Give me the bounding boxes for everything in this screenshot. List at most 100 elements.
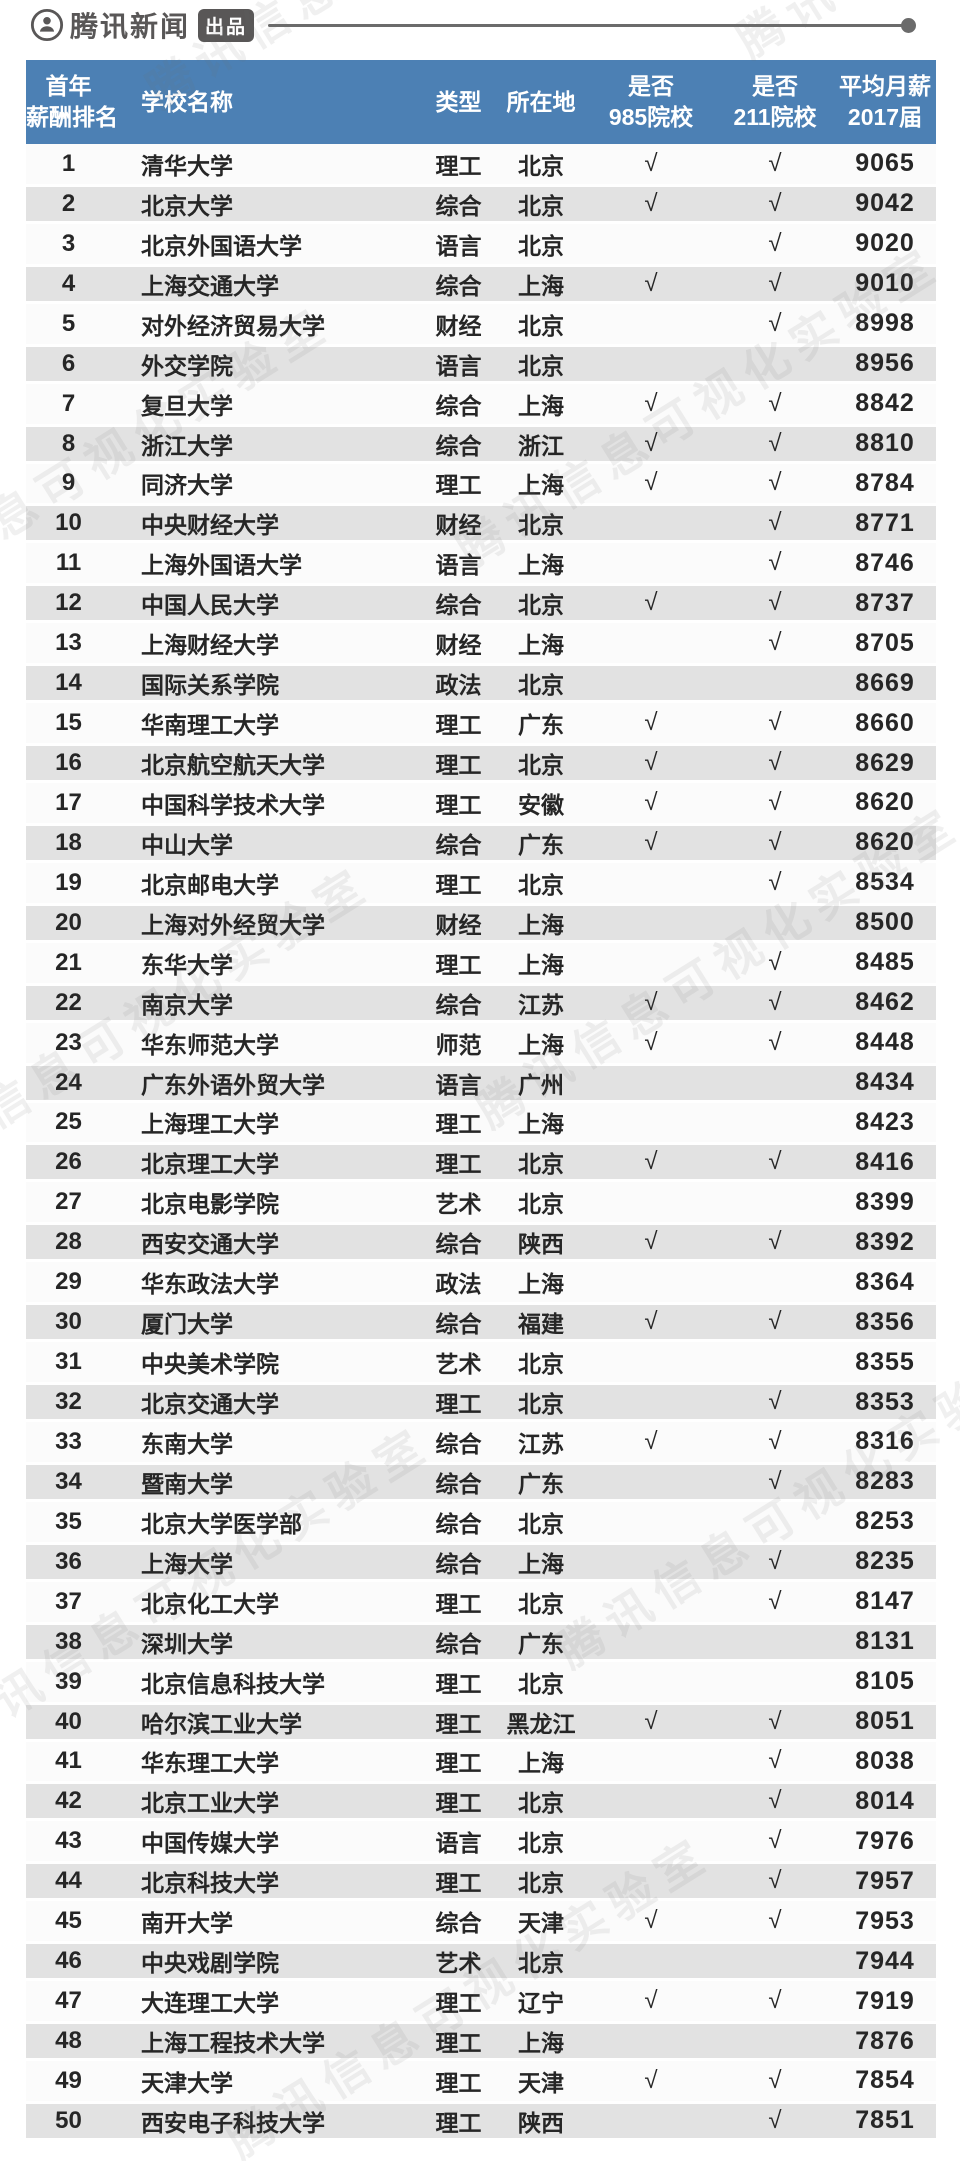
is985-cell <box>586 1102 716 1143</box>
location-cell: 安徽 <box>496 783 586 823</box>
type-cell: 理工 <box>421 703 496 743</box>
location-cell: 北京 <box>496 1342 586 1382</box>
table-row: 45 南开大学 综合 天津 √ √ 7953 <box>26 1901 936 1942</box>
is985-cell <box>586 1182 716 1223</box>
rank-cell: 35 <box>26 1501 111 1542</box>
rule-end-dot <box>901 17 916 33</box>
rank-cell: 34 <box>26 1461 111 1502</box>
table-row: 46 中央戏剧学院 艺术 北京 7944 <box>26 1941 936 1982</box>
table-row: 25 上海理工大学 理工 上海 8423 <box>26 1102 936 1143</box>
rank-cell: 22 <box>26 982 111 1023</box>
table-row: 11 上海外国语大学 语言 上海 √ 8746 <box>26 543 936 584</box>
salary-cell: 8620 <box>834 822 936 863</box>
table-body: 1 清华大学 理工 北京 √ √ 9065 2 北京大学 综合 北京 √ √ 9042 3 北京外国语大学 语言… <box>26 144 936 2141</box>
salary-cell: 8316 <box>834 1422 936 1462</box>
type-cell: 理工 <box>421 1382 496 1422</box>
rank-cell: 33 <box>26 1422 111 1462</box>
header-location: 所在地 <box>496 60 586 144</box>
location-cell: 黑龙江 <box>496 1701 586 1742</box>
rank-cell: 13 <box>26 623 111 664</box>
type-cell: 理工 <box>421 463 496 504</box>
school-cell: 东南大学 <box>111 1422 421 1462</box>
location-cell: 北京 <box>496 1501 586 1542</box>
rank-cell: 10 <box>26 503 111 544</box>
school-cell: 中国人民大学 <box>111 583 421 624</box>
school-cell: 上海外国语大学 <box>111 543 421 584</box>
school-cell: 外交学院 <box>111 343 421 384</box>
is211-cell: √ <box>716 1222 834 1263</box>
is985-cell <box>586 1461 716 1502</box>
location-cell: 辽宁 <box>496 1981 586 2021</box>
is985-cell <box>586 1581 716 1622</box>
salary-cell: 8399 <box>834 1182 936 1223</box>
is211-cell: √ <box>716 1701 834 1742</box>
is985-cell <box>586 2021 716 2061</box>
table-row: 2 北京大学 综合 北京 √ √ 9042 <box>26 183 936 224</box>
school-cell: 天津大学 <box>111 2061 421 2101</box>
school-cell: 哈尔滨工业大学 <box>111 1701 421 1742</box>
location-cell: 北京 <box>496 1661 586 1702</box>
is211-cell: √ <box>716 2061 834 2101</box>
rank-cell: 18 <box>26 822 111 863</box>
rank-cell: 12 <box>26 583 111 624</box>
is211-cell: √ <box>716 1781 834 1822</box>
is211-cell: √ <box>716 1302 834 1343</box>
rank-cell: 30 <box>26 1302 111 1343</box>
table-row: 49 天津大学 理工 天津 √ √ 7854 <box>26 2061 936 2101</box>
location-cell: 北京 <box>496 1861 586 1902</box>
type-cell: 艺术 <box>421 1182 496 1223</box>
school-cell: 上海交通大学 <box>111 263 421 304</box>
school-cell: 对外经济贸易大学 <box>111 303 421 344</box>
rank-cell: 23 <box>26 1022 111 1063</box>
table-row: 29 华东政法大学 政法 上海 8364 <box>26 1262 936 1303</box>
rank-cell: 4 <box>26 263 111 304</box>
school-cell: 北京理工大学 <box>111 1142 421 1183</box>
school-cell: 华南理工大学 <box>111 703 421 743</box>
salary-cell: 7976 <box>834 1821 936 1862</box>
school-cell: 广东外语外贸大学 <box>111 1062 421 1103</box>
school-cell: 北京工业大学 <box>111 1781 421 1822</box>
is985-cell <box>586 1741 716 1782</box>
table-row: 50 西安电子科技大学 理工 陕西 √ 7851 <box>26 2100 936 2141</box>
rank-cell: 16 <box>26 743 111 783</box>
salary-cell: 7957 <box>834 1861 936 1902</box>
is985-cell: √ <box>586 383 716 424</box>
location-cell: 北京 <box>496 1581 586 1622</box>
is211-cell: √ <box>716 423 834 464</box>
table-row: 42 北京工业大学 理工 北京 √ 8014 <box>26 1781 936 1822</box>
is211-cell: √ <box>716 743 834 783</box>
salary-cell: 8364 <box>834 1262 936 1303</box>
location-cell: 上海 <box>496 942 586 983</box>
rank-cell: 7 <box>26 383 111 424</box>
is211-cell <box>716 1262 834 1303</box>
location-cell: 北京 <box>496 303 586 344</box>
rank-cell: 27 <box>26 1182 111 1223</box>
location-cell: 上海 <box>496 1541 586 1582</box>
type-cell: 综合 <box>421 822 496 863</box>
table-row: 16 北京航空航天大学 理工 北京 √ √ 8629 <box>26 743 936 783</box>
location-cell: 北京 <box>496 1781 586 1822</box>
type-cell: 理工 <box>421 743 496 783</box>
salary-cell: 8283 <box>834 1461 936 1502</box>
school-cell: 上海理工大学 <box>111 1102 421 1143</box>
rank-cell: 5 <box>26 303 111 344</box>
is211-cell: √ <box>716 703 834 743</box>
table-row: 31 中央美术学院 艺术 北京 8355 <box>26 1342 936 1382</box>
location-cell: 福建 <box>496 1302 586 1343</box>
is211-cell: √ <box>716 1461 834 1502</box>
school-cell: 上海工程技术大学 <box>111 2021 421 2061</box>
table-row: 18 中山大学 综合 广东 √ √ 8620 <box>26 822 936 863</box>
is985-cell <box>586 942 716 983</box>
school-cell: 北京大学医学部 <box>111 1501 421 1542</box>
table-row: 44 北京科技大学 理工 北京 √ 7957 <box>26 1861 936 1902</box>
school-cell: 北京大学 <box>111 183 421 224</box>
table-row: 28 西安交通大学 综合 陕西 √ √ 8392 <box>26 1222 936 1263</box>
rank-cell: 39 <box>26 1661 111 1702</box>
salary-cell: 8353 <box>834 1382 936 1422</box>
table-row: 26 北京理工大学 理工 北京 √ √ 8416 <box>26 1142 936 1183</box>
header-985: 是否 985院校 <box>586 60 716 144</box>
type-cell: 语言 <box>421 343 496 384</box>
location-cell: 上海 <box>496 623 586 664</box>
type-cell: 综合 <box>421 423 496 464</box>
salary-cell: 7876 <box>834 2021 936 2061</box>
